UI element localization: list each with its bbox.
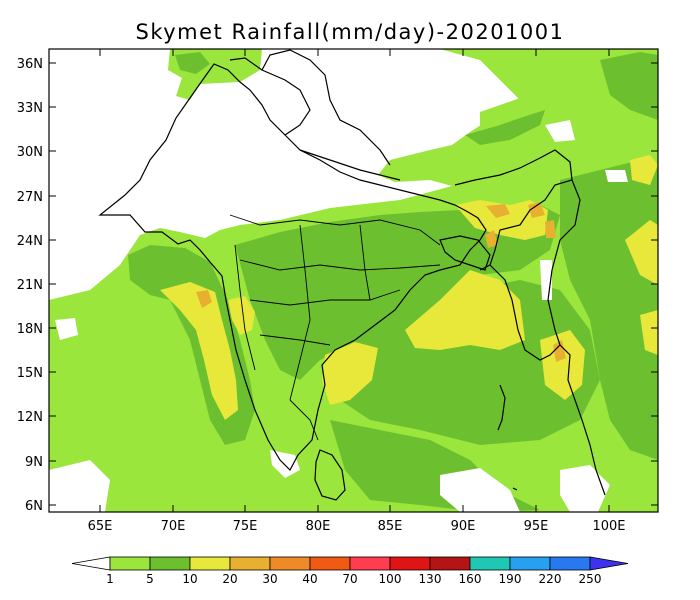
dry-ne: [545, 120, 575, 142]
north-border: [261, 49, 391, 166]
lat-label: 27N: [17, 190, 43, 205]
colorbar-label: 100: [379, 572, 402, 586]
colorbar-swatch: [189, 556, 231, 571]
colorbar-label: 10: [182, 572, 197, 586]
rain-myanmar-20-30: [540, 330, 585, 400]
rain-bay-west-20-30: [322, 342, 378, 405]
colorbar-arrow-left: [71, 556, 111, 571]
ne-india: [454, 149, 573, 271]
lon-tick-labels: 65E 70E 75E 80E 85E 90E 95E 100E: [88, 519, 626, 534]
lat-label: 18N: [17, 322, 43, 337]
colorbar-label: 40: [302, 572, 317, 586]
lat-label: 33N: [17, 101, 43, 116]
rain-ne2-30-40: [528, 202, 545, 218]
colorbar-swatch: [269, 556, 311, 571]
colorbar-label: 250: [579, 572, 602, 586]
rain-western-ghats-20-30: [228, 296, 255, 335]
lat-label: 24N: [17, 234, 43, 249]
lat-tick-labels: 36N 33N 30N 27N 24N 21N 18N 15N 12N 9N 6…: [17, 57, 43, 514]
rain-myanmar-30-40: [553, 340, 566, 362]
myanmar-east: [547, 179, 581, 346]
rain-central-10-20: [235, 205, 560, 380]
lon-axis: [99, 49, 610, 512]
lon-label: 65E: [88, 519, 113, 534]
dry-region-north: [49, 49, 520, 300]
colorbar-swatch: [349, 556, 391, 571]
dry-sw-small: [55, 318, 78, 340]
pakistan-border: [229, 57, 311, 136]
rain-east-edge-20-30: [625, 220, 658, 285]
sri-lanka: [314, 449, 346, 501]
lat-label: 12N: [17, 410, 43, 425]
lon-label: 80E: [306, 519, 331, 534]
colorbar-label: 30: [262, 572, 277, 586]
lat-label: 21N: [17, 278, 43, 293]
colorbar-label: 220: [539, 572, 562, 586]
lon-label: 95E: [524, 519, 549, 534]
lat-axis: [49, 62, 658, 506]
colorbar-label: 130: [419, 572, 442, 586]
map-plot-area: [49, 49, 658, 512]
colorbar-label: 5: [146, 572, 154, 586]
rain-top-right-patch: [600, 52, 658, 120]
colorbar-swatch: [389, 556, 431, 571]
rain-east-30-40: [545, 220, 556, 238]
rain-east-mid-20-30: [640, 310, 658, 355]
dry-sri-lanka-west: [270, 450, 300, 478]
rain-ne-30-40: [486, 204, 510, 218]
dry-southwest: [49, 460, 110, 512]
colorbar-swatch: [109, 556, 151, 571]
colorbar: 1 5 10 20 30 40 70 100 130 160 190 220 250: [71, 556, 629, 586]
rain-arabian-20-30: [160, 282, 238, 420]
plot-frame: [48, 48, 659, 513]
india-outline: [98, 63, 487, 471]
lat-label: 30N: [17, 145, 43, 160]
lon-label: 90E: [451, 519, 476, 534]
andaman-islands: [497, 384, 506, 431]
colorbar-swatch: [229, 556, 271, 571]
lat-label: 9N: [25, 455, 43, 470]
rain-ne3-30-40: [485, 230, 498, 248]
rain-ne-20-30: [455, 200, 548, 240]
colorbar-swatch: [509, 556, 551, 571]
state-lines: [229, 214, 441, 441]
lon-label: 100E: [592, 519, 625, 534]
colorbar-label: 70: [342, 572, 357, 586]
colorbar-arrow-right: [589, 556, 629, 571]
lon-label: 75E: [233, 519, 258, 534]
dry-islands: [168, 128, 182, 145]
colorbar-swatch: [469, 556, 511, 571]
bangladesh: [439, 235, 491, 271]
rain-bay-north-20-30: [405, 270, 525, 350]
dry-region-plains: [300, 150, 372, 182]
colorbar-swatch: [549, 556, 591, 571]
rain-top-patch: [175, 52, 210, 74]
lat-label: 6N: [25, 499, 43, 514]
colorbar-swatch: [429, 556, 471, 571]
lat-label: 15N: [17, 366, 43, 381]
colorbar-label: 20: [222, 572, 237, 586]
dry-south-sea-2: [560, 465, 610, 512]
lon-label: 85E: [378, 519, 403, 534]
lat-label: 36N: [17, 57, 43, 72]
colorbar-label: 160: [459, 572, 482, 586]
colorbar-label: 190: [499, 572, 522, 586]
dry-south-sea: [440, 468, 520, 512]
rain-east-small-20-30: [630, 155, 658, 185]
colorbar-label: 1: [106, 572, 114, 586]
rain-arabian-30-40: [196, 290, 212, 308]
lon-label: 70E: [161, 519, 186, 534]
rain-himalaya-green: [465, 110, 545, 145]
nepal-border: [299, 149, 401, 181]
colorbar-swatch: [149, 556, 191, 571]
map-title: Skymet Rainfall(mm/day)-20201001: [135, 20, 565, 44]
nicobar-dot: [512, 487, 518, 491]
country-borders: [98, 49, 606, 501]
dry-ne-2: [605, 170, 628, 182]
rain-bay-10-20: [330, 280, 600, 445]
colorbar-swatch: [309, 556, 351, 571]
